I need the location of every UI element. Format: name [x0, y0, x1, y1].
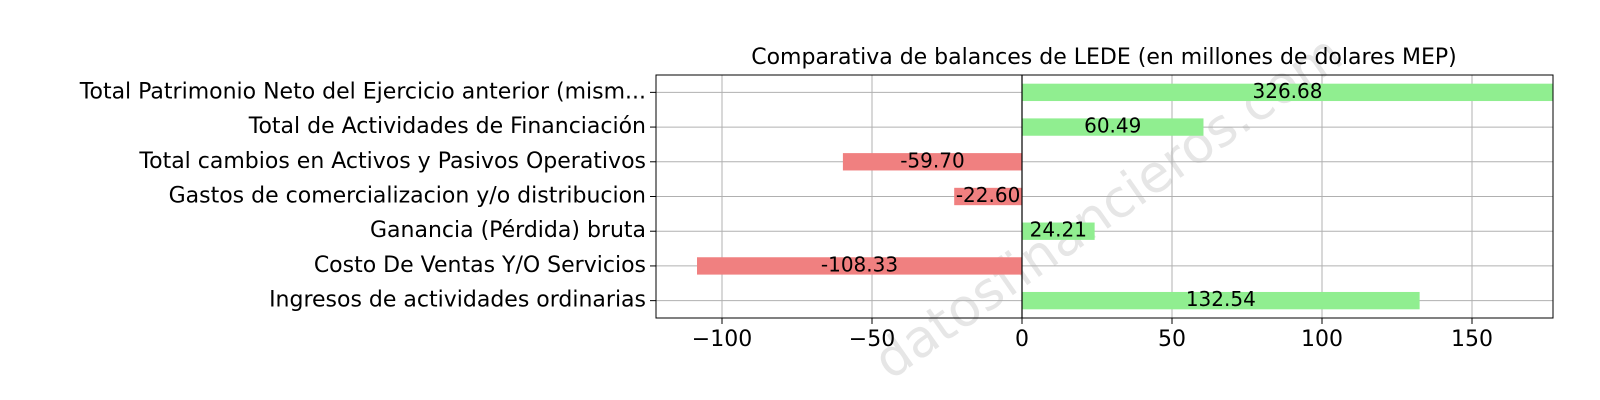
x-tick-label: 100 — [1301, 327, 1343, 352]
x-tick-label: 50 — [1158, 327, 1186, 352]
y-tick-label: Total Patrimonio Neto del Ejercicio ante… — [79, 79, 646, 104]
value-label: 60.49 — [1084, 114, 1141, 138]
value-label: -108.33 — [821, 252, 898, 276]
plot-frame — [655, 74, 1554, 319]
y-tick-label: Ingresos de actividades ordinarias — [269, 288, 646, 313]
value-label: 132.54 — [1186, 287, 1256, 311]
x-tick-label: −50 — [849, 327, 895, 352]
y-tick-label: Total cambios en Activos y Pasivos Opera… — [138, 149, 646, 174]
bar — [842, 153, 1022, 171]
bar — [1022, 222, 1095, 240]
bar — [697, 257, 1022, 275]
bar — [1022, 291, 1420, 310]
bar — [954, 187, 1022, 206]
value-label: 326.68 — [1253, 79, 1323, 103]
y-tick-label: Costo De Ventas Y/O Servicios — [314, 253, 646, 278]
chart-title: Comparativa de balances de LEDE (en mill… — [751, 45, 1457, 70]
bar — [1022, 118, 1204, 136]
bar — [1022, 83, 1553, 102]
value-label: 24.21 — [1030, 218, 1087, 242]
y-tick-label: Total de Actividades de Financiación — [248, 114, 646, 139]
x-tick-label: 150 — [1451, 327, 1493, 352]
value-label: -22.60 — [956, 183, 1020, 207]
y-tick-label: Ganancia (Pérdida) bruta — [370, 218, 646, 243]
x-tick-label: 0 — [1015, 327, 1029, 352]
value-label: -59.70 — [900, 148, 964, 172]
y-tick-label: Gastos de comercializacion y/o distribuc… — [169, 184, 646, 209]
x-tick-label: −100 — [692, 327, 752, 352]
